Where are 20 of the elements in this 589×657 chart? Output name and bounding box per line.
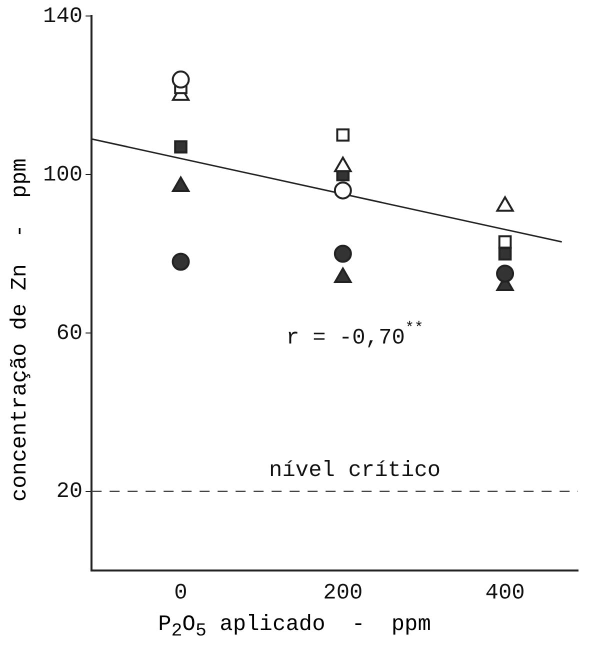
point — [498, 235, 512, 249]
point — [498, 247, 512, 260]
point — [172, 70, 190, 89]
x-tick-label: 200 — [323, 580, 363, 606]
point — [334, 181, 352, 200]
point — [334, 244, 352, 263]
x-axis-title: P$_{2}$O$_{5}$ aplicado - ppm — [157, 612, 432, 642]
y-axis-title: concentração de Zn - ppm — [8, 158, 32, 502]
annotation: r = -0,70** — [286, 318, 424, 351]
y-tick-label: 60 — [56, 320, 83, 346]
y-tick-label: 100 — [42, 162, 83, 188]
point — [496, 264, 514, 283]
ref-line-label: nível crítico — [268, 458, 441, 484]
x-tick-label: 0 — [174, 580, 188, 606]
point — [336, 128, 350, 142]
x-tick-label: 400 — [485, 580, 525, 606]
point — [174, 140, 188, 154]
point — [172, 252, 190, 271]
y-tick-label: 20 — [56, 479, 83, 504]
y-tick-label: 140 — [42, 4, 83, 30]
